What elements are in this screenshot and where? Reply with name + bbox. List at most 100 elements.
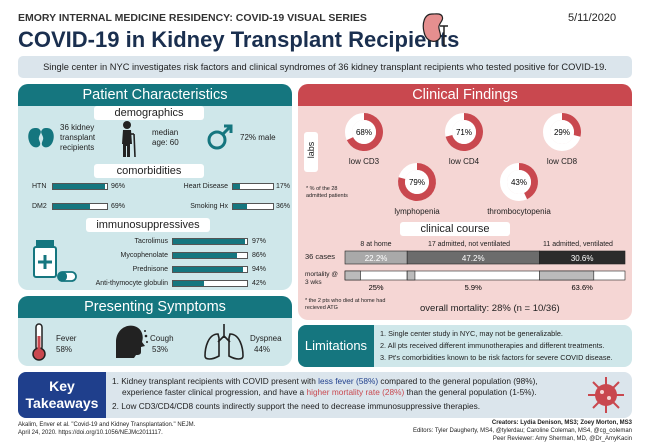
lab-donut-center (507, 170, 531, 194)
lab-donut: 29% (543, 113, 581, 151)
lab-donut-arc (445, 113, 483, 151)
lab-donut-arc (562, 113, 581, 137)
immuno-label: Tacrolimus (134, 238, 168, 245)
course-stacked-bar: 22.2% 25% 47.2% 5.9% 30.6% 63.6% (344, 250, 626, 292)
labs-donut-chart: 68% 71% 29% 79% 43% (345, 113, 581, 201)
comorbidity-bar-fill (53, 204, 91, 209)
reviewer: Peer Reviewer: Amy Sherman, MD, @Dr_AmyK… (492, 436, 632, 442)
thermometer-icon (32, 323, 46, 361)
summary-banner: Single center in NYC investigates risk f… (18, 56, 632, 78)
virus-icon (588, 377, 624, 413)
immuno-label: Prednisone (132, 266, 168, 273)
lungs-icon (204, 324, 244, 360)
course-group-name: 8 at home (360, 241, 392, 248)
limitation-item: 1. Single center study in NYC, may not b… (380, 329, 563, 338)
takeaways-panel (18, 372, 632, 418)
symptom-name: Cough (150, 334, 174, 343)
lab-donut-center (352, 120, 376, 144)
lab-donut-value: 29% (554, 128, 570, 137)
immuno-bar (172, 238, 248, 245)
mortality-value: 63.6% (572, 283, 594, 292)
labs-note: * % of the 28 admitted patients (306, 186, 348, 199)
course-segment (539, 250, 626, 265)
clinical-heading: Clinical Findings (298, 84, 632, 106)
symptom-pct: 58% (56, 345, 73, 354)
labs-label-box (304, 132, 318, 172)
mortality-segment (406, 270, 540, 281)
lab-donut-arc (346, 113, 383, 151)
course-group-name: 11 admitted, ventilated (543, 241, 613, 248)
mortality-fill (344, 270, 361, 281)
comorbidity-bar (232, 203, 274, 210)
symptom-name: Fever (56, 334, 77, 343)
lab-donut: 43% (500, 163, 538, 201)
course-heading: clinical course (400, 222, 510, 236)
lab-name: low CD3 (348, 157, 380, 166)
course-group-name: 17 admitted, not ventilated (427, 241, 511, 248)
lab-donut: 71% (445, 113, 483, 151)
immuno-value: 42% (252, 280, 267, 287)
immuno-bar (172, 252, 248, 259)
immuno-bar (172, 280, 248, 287)
takeaway-text: than the general population (1-5%). (404, 387, 537, 397)
lab-donut-arc (398, 163, 436, 201)
immuno-label: Anti-thymocyte globulin (95, 280, 168, 287)
course-segment-value: 47.2% (462, 254, 485, 263)
symptom-name: Dyspnea (250, 334, 282, 343)
immunosuppressives-heading: immunosuppressives (86, 218, 210, 232)
comorbidity-label: Heart Disease (183, 183, 228, 190)
comorbidity-value: 36% (276, 203, 291, 210)
course-segment-value: 22.2% (365, 254, 388, 263)
symptom-pct: 44% (254, 345, 271, 354)
mortality-value: 25% (369, 283, 384, 292)
mortality-fill (406, 270, 416, 281)
comorbidity-label: DM2 (32, 203, 47, 210)
demographics-count: 36 kidney transplant recipients (60, 123, 96, 152)
immuno-label: Mycophenolate (120, 252, 168, 259)
course-mortality-label: mortality @ 3 wks (305, 271, 338, 286)
comorbidity-label: Smoking Hx (190, 203, 228, 210)
limitation-item: 3. Pt's comorbidities known to be risk f… (380, 353, 613, 362)
lab-donut-center (405, 170, 429, 194)
page-title: COVID-19 in Kidney Transplant Recipients (18, 27, 460, 52)
immuno-value: 94% (252, 266, 267, 273)
elderly-person-icon (122, 121, 136, 158)
limitation-item: 2. All pts received different immunother… (380, 341, 605, 350)
comorbidity-value: 96% (111, 183, 126, 190)
lab-donut: 79% (398, 163, 436, 201)
demographics-heading: demographics (94, 106, 204, 120)
limitations-heading: Limitations (298, 325, 374, 367)
lab-donut: 68% (345, 113, 383, 151)
comorbidity-value: 17% (276, 183, 291, 190)
citation: April 24, 2020. https://doi.org/10.1056/… (18, 430, 163, 436)
male-symbol-icon (207, 124, 233, 150)
takeaway-text: compared to the general population (98%)… (378, 376, 538, 386)
lab-donut-value: 71% (456, 128, 472, 137)
patient-heading: Patient Characteristics (18, 84, 292, 106)
lab-donut-value: 43% (511, 178, 527, 187)
course-footnote: * the 2 pts who died at home had recieve… (305, 298, 386, 311)
comorbidity-bar-fill (53, 184, 105, 189)
course-cases-label: 36 cases (305, 252, 336, 261)
symptom-pct: 53% (152, 345, 169, 354)
takeaway-text: 1. Kidney transplant recipients with COV… (112, 376, 319, 386)
summary-text: Single center in NYC investigates risk f… (43, 62, 607, 72)
immuno-value: 86% (252, 252, 267, 259)
cough-icon (116, 325, 148, 358)
comorbidity-bar-fill (233, 204, 248, 209)
immuno-bar-fill (173, 281, 205, 286)
editors: Editors: Tyler Daugherty, MS4, @tylerdau… (412, 428, 632, 434)
immuno-bar-fill (173, 239, 245, 244)
lab-donut-value: 79% (409, 178, 425, 187)
comorbidity-bar (52, 183, 108, 190)
comorbidity-value: 69% (111, 203, 126, 210)
immuno-bar (172, 266, 248, 273)
kidney-icon (28, 128, 54, 148)
mortality-fill (539, 270, 595, 281)
comorbidity-bar (52, 203, 108, 210)
takeaway-highlight: higher mortality rate (28%) (306, 387, 405, 397)
comorbidity-bar (232, 183, 274, 190)
lab-name: lymphopenia (394, 207, 440, 216)
series-label: EMORY INTERNAL MEDICINE RESIDENCY: COVID… (18, 12, 367, 24)
mortality-value: 5.9% (465, 283, 482, 292)
